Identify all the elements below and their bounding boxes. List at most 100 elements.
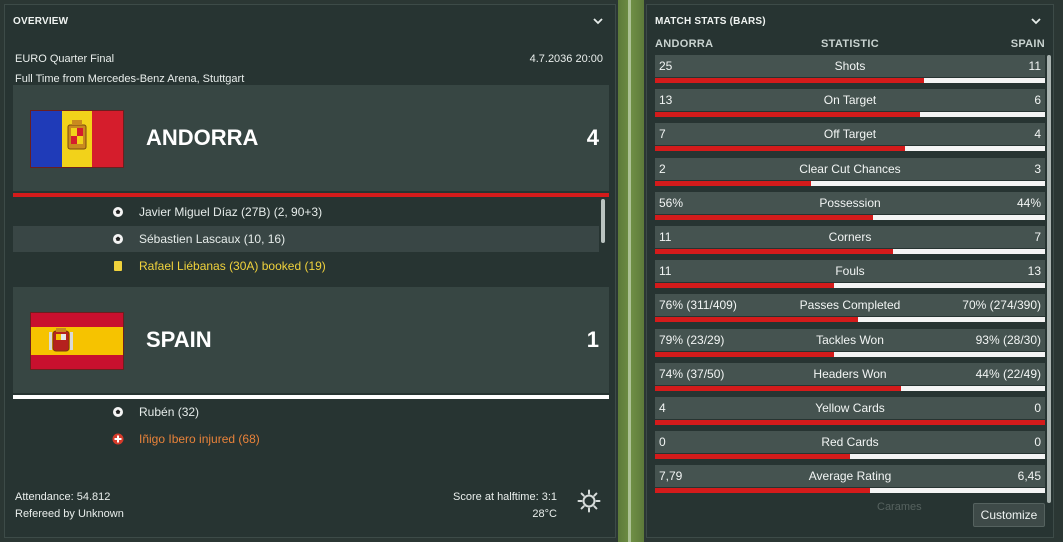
stat-away-value: 6,45 (1017, 469, 1041, 484)
stat-away-value: 4 (1034, 127, 1041, 142)
home-team-color-bar (13, 193, 609, 197)
away-event-row[interactable]: Iñigo Ibero injured (68) (13, 426, 599, 452)
attendance-label: Attendance: 54.812 (15, 491, 111, 503)
stat-bar (655, 488, 1045, 494)
collapse-chevron-down-icon[interactable] (591, 14, 605, 28)
stat-row[interactable]: 56% Possession 44% (655, 191, 1045, 226)
stat-box: 2 Clear Cut Chances 3 (655, 157, 1045, 180)
match-footer-info: Attendance: 54.812 Refereed by Unknown (15, 489, 124, 523)
match-stats-title: MATCH STATS (BARS) (655, 15, 766, 27)
stat-row[interactable]: 2 Clear Cut Chances 3 (655, 157, 1045, 192)
home-event-text: Rafael Liébanas (30A) booked (19) (139, 259, 326, 273)
sun-weather-icon (577, 489, 601, 513)
stat-away-value: 93% (28/30) (975, 332, 1041, 347)
away-events-list: Rubén (32) Iñigo Ibero injured (68) (13, 399, 599, 453)
stat-home-value: 74% (37/50) (659, 366, 725, 381)
stat-label: Red Cards (821, 435, 879, 450)
goal-icon (105, 233, 131, 245)
stat-bar (655, 214, 1045, 220)
competition-label: EURO Quarter Final (15, 53, 115, 65)
away-team-color-bar (13, 395, 609, 399)
stat-bar (655, 248, 1045, 254)
events-scrollbar[interactable] (601, 199, 605, 243)
pitch-background (618, 0, 644, 542)
stat-label: Fouls (835, 264, 865, 279)
stat-away-value: 7 (1034, 229, 1041, 244)
stat-row[interactable]: 25 Shots 11 (655, 55, 1045, 89)
stat-label: Corners (828, 229, 872, 244)
injury-icon (105, 433, 131, 445)
stat-away-value: 3 (1034, 161, 1041, 176)
stat-row[interactable]: 4 Yellow Cards 0 (655, 396, 1045, 431)
stat-away-value: 6 (1034, 93, 1041, 108)
spain-flag-icon (31, 313, 123, 369)
stats-list: 25 Shots 11 13 On Target 6 7 Off Target 4 2 Clear … (655, 55, 1045, 499)
stats-col-away[interactable]: SPAIN (1010, 38, 1045, 50)
away-team-block[interactable]: SPAIN 1 (13, 287, 609, 393)
away-event-text: Iñigo Ibero injured (68) (139, 432, 260, 446)
stat-bar-home-fill (655, 78, 925, 83)
stat-home-value: 4 (659, 400, 666, 415)
home-team-score: 4 (586, 125, 599, 150)
stat-row[interactable]: 76% (311/409) Passes Completed 70% (274/39… (655, 294, 1045, 328)
stat-row[interactable]: 79% (23/29) Tackles Won 93% (28/30) (655, 328, 1045, 363)
stat-bar (655, 454, 1045, 460)
stat-bar-home-fill (655, 180, 811, 186)
home-events-list: Javier Miguel Díaz (27B) (2, 90+3) Sébas… (13, 199, 599, 280)
customize-button[interactable]: Customize (973, 503, 1045, 527)
stat-row[interactable]: 7,79 Average Rating 6,45 (655, 465, 1045, 499)
stat-row[interactable]: 13 On Target 6 (655, 89, 1045, 123)
match-info: EURO Quarter Final 4.7.2036 20:00 Full T… (15, 49, 603, 89)
stat-label: On Target (823, 93, 877, 108)
stat-box: 74% (37/50) Headers Won 44% (22/49) (655, 362, 1045, 385)
stat-row[interactable]: 11 Corners 7 (655, 225, 1045, 260)
stat-row[interactable]: 0 Red Cards 0 (655, 431, 1045, 465)
halftime-score: Score at halftime: 3:1 (453, 491, 557, 503)
stat-bar-home-fill (655, 317, 858, 323)
stat-box: 7,79 Average Rating 6,45 (655, 465, 1045, 488)
stat-bar (655, 385, 1045, 391)
stat-label: Shots (834, 59, 866, 73)
stat-bar (655, 283, 1045, 289)
stats-scrollbar[interactable] (1047, 55, 1051, 503)
stat-bar-home-fill (655, 385, 901, 391)
home-event-row[interactable]: Javier Miguel Díaz (27B) (2, 90+3) (13, 199, 599, 225)
stat-away-value: 44% (1016, 195, 1041, 210)
stat-box: 13 On Target 6 (655, 89, 1045, 112)
stat-home-value: 79% (23/29) (659, 332, 725, 347)
stats-col-home[interactable]: ANDORRA (655, 38, 714, 50)
venue-label: Full Time from Mercedes-Benz Arena, Stut… (15, 73, 245, 85)
stats-col-statistic[interactable]: STATISTIC (821, 38, 879, 50)
home-team-block[interactable]: ANDORRA 4 (13, 85, 609, 191)
stat-row[interactable]: 7 Off Target 4 (655, 123, 1045, 157)
andorra-flag-icon (31, 111, 123, 167)
goal-icon (105, 206, 131, 218)
stat-label: Possession (819, 195, 881, 210)
stat-home-value: 2 (659, 161, 666, 176)
home-event-text: Sébastien Lascaux (10, 16) (139, 232, 286, 246)
away-team-score: 1 (586, 327, 599, 352)
stat-bar-home-fill (655, 283, 835, 289)
stat-bar-home-fill (655, 454, 850, 460)
temperature-label: 28°C (532, 508, 557, 520)
stat-box: 79% (23/29) Tackles Won 93% (28/30) (655, 328, 1045, 351)
stat-home-value: 11 (659, 264, 672, 279)
stat-box: 56% Possession 44% (655, 191, 1045, 214)
stat-away-value: 13 (1027, 264, 1041, 279)
stat-home-value: 0 (659, 435, 666, 450)
away-event-row[interactable]: Rubén (32) (13, 399, 599, 425)
stat-label: Clear Cut Chances (799, 161, 901, 176)
stat-home-value: 11 (659, 229, 672, 244)
stat-bar (655, 419, 1045, 425)
home-event-row[interactable]: Sébastien Lascaux (10, 16) (13, 226, 599, 252)
stat-home-value: 25 (659, 59, 673, 73)
home-event-row[interactable]: Rafael Liébanas (30A) booked (19) (13, 253, 599, 279)
collapse-chevron-down-icon[interactable] (1029, 14, 1043, 28)
stat-row[interactable]: 74% (37/50) Headers Won 44% (22/49) (655, 362, 1045, 397)
stat-box: 7 Off Target 4 (655, 123, 1045, 146)
stat-box: 11 Fouls 13 (655, 260, 1045, 283)
stat-row[interactable]: 11 Fouls 13 (655, 260, 1045, 294)
stat-box: 25 Shots 11 (655, 55, 1045, 77)
away-event-text: Rubén (32) (139, 405, 200, 419)
stat-away-value: 0 (1034, 400, 1041, 415)
